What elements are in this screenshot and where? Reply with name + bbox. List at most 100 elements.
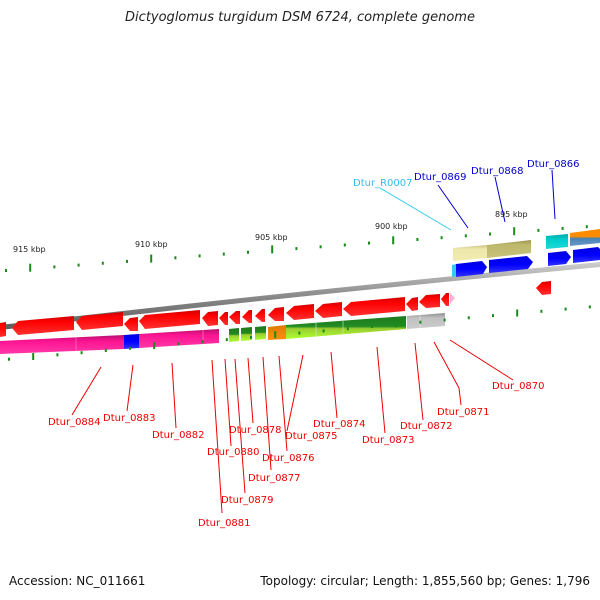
cog-bar-pink-2[interactable] [139, 329, 219, 348]
cog-bar-gray[interactable] [407, 313, 445, 329]
cds-reverse-Dtur_0871a[interactable] [406, 297, 418, 311]
leader-line [171, 362, 177, 429]
accession-label: Accession: NC_011661 [9, 574, 146, 588]
minor-tick [222, 252, 225, 256]
gene-label-Dtur_0868[interactable]: Dtur_0868 [471, 166, 524, 177]
gene-label-Dtur_0884[interactable]: Dtur_0884 [48, 417, 101, 428]
minor-tick [464, 234, 467, 238]
gene-label-Dtur_0866[interactable]: Dtur_0866 [527, 159, 580, 170]
gene-label-Dtur_0874[interactable]: Dtur_0874 [313, 419, 366, 430]
cds-forward-Dtur_0868[interactable] [489, 256, 533, 273]
gene-label-Dtur_0875[interactable]: Dtur_0875 [285, 431, 338, 442]
gene-label-Dtur_0870[interactable]: Dtur_0870 [492, 381, 545, 392]
cds-forward-Dtur_0867[interactable] [548, 251, 571, 266]
leader-line [278, 355, 288, 452]
inner-major-tick [516, 309, 519, 317]
cog-bar-green-2[interactable] [241, 327, 252, 341]
leader-line [414, 342, 424, 421]
inner-minor-tick [322, 329, 325, 333]
cog-bar-green-3[interactable] [255, 326, 266, 340]
gene-label-Dtur_0882[interactable]: Dtur_0882 [152, 430, 205, 441]
cog-bar-green-1[interactable] [229, 328, 239, 342]
cds-reverse-Dtur_0871b[interactable] [419, 294, 440, 308]
minor-tick [5, 269, 7, 272]
minor-tick [537, 228, 540, 232]
leader-line [211, 359, 223, 514]
cds-reverse-Dtur_0875[interactable] [268, 307, 284, 321]
gene-label-Dtur_0876[interactable]: Dtur_0876 [262, 453, 315, 464]
cds-reverse-Dtur_0877[interactable] [242, 310, 252, 323]
minor-tick [489, 232, 491, 236]
rna-feature-Dtur_R0007[interactable] [452, 264, 456, 277]
cds-reverse-Dtur_0872[interactable] [343, 297, 405, 316]
inner-minor-tick [346, 327, 349, 331]
cog-bar-khaki-light[interactable] [453, 245, 487, 261]
cds-reverse-Dtur_0882a[interactable] [76, 312, 123, 330]
inner-minor-tick [129, 346, 131, 350]
inner-minor-tick [298, 331, 301, 335]
inner-major-tick [395, 320, 398, 328]
cds-forward-Dtur_0869[interactable] [456, 261, 487, 277]
cds-reverse-Dtur_0873[interactable] [315, 302, 342, 318]
inner-minor-tick [177, 342, 180, 346]
gene-label-Dtur_0873[interactable]: Dtur_0873 [362, 435, 415, 446]
minor-tick [247, 250, 249, 254]
cds-reverse-Dtur_0880[interactable] [202, 311, 218, 326]
scale-label-895-kbp: 895 kbp [495, 210, 528, 219]
gene-label-Dtur_0878[interactable]: Dtur_0878 [229, 425, 282, 436]
gene-label-Dtur_0881[interactable]: Dtur_0881 [198, 518, 251, 529]
genome-summary: Topology: circular; Length: 1,855,560 bp… [260, 574, 590, 588]
cds-reverse-Dtur_0874[interactable] [286, 304, 314, 320]
reverse-gene-label-texts: Dtur_0884 Dtur_0883 Dtur_0882 Dtur_0881 … [48, 381, 545, 529]
minor-tick [368, 241, 370, 245]
major-tick [271, 245, 274, 254]
map-title: Dictyoglomus turgidum DSM 6724, complete… [125, 10, 475, 25]
gene-label-Dtur_0872[interactable]: Dtur_0872 [400, 421, 453, 432]
leader-line [379, 187, 452, 231]
cds-reverse-Dtur_0884[interactable] [0, 322, 6, 337]
minor-tick [440, 236, 443, 240]
cds-reverse-Dtur_0883[interactable] [12, 316, 74, 335]
leader-line [262, 356, 272, 471]
cds-forward-Dtur_0866[interactable] [573, 247, 600, 263]
cds-reverse-Dtur_0865[interactable] [536, 281, 551, 295]
cds-reverse-Dtur_0881[interactable] [139, 310, 200, 329]
gene-label-Dtur_0880[interactable]: Dtur_0880 [207, 447, 260, 458]
minor-tick [101, 261, 104, 265]
leader-line [234, 358, 246, 494]
cds-reverse-Dtur_0879[interactable] [219, 312, 228, 325]
forward-strand-features [452, 229, 600, 277]
gene-label-Dtur_0877[interactable]: Dtur_0877 [248, 473, 301, 484]
inner-minor-tick [8, 357, 10, 361]
minor-tick [174, 256, 177, 260]
leader-line [458, 387, 462, 406]
rna-reverse-feature[interactable] [450, 293, 455, 304]
cog-bar-green-4[interactable] [286, 316, 406, 339]
cds-reverse-Dtur_0878[interactable] [229, 311, 240, 324]
cds-reverse-Dtur_0870[interactable] [441, 293, 449, 306]
cog-bar-pink[interactable] [0, 335, 124, 354]
inner-minor-tick [371, 325, 373, 328]
cog-bar-teal[interactable] [546, 234, 568, 249]
minor-tick [319, 245, 322, 249]
leader-line [71, 366, 102, 416]
cds-reverse-Dtur_0882b[interactable] [124, 317, 138, 331]
gene-label-Dtur_0883[interactable]: Dtur_0883 [103, 413, 156, 424]
minor-tick [561, 227, 564, 230]
minor-tick [295, 247, 298, 251]
gene-label-Dtur_0871[interactable]: Dtur_0871 [437, 407, 490, 418]
leader-line [551, 169, 556, 220]
gene-label-Dtur_0869[interactable]: Dtur_0869 [414, 172, 467, 183]
cog-bar-blue[interactable] [124, 334, 139, 349]
cog-bar-orange-steel[interactable] [570, 229, 600, 246]
gene-label-Dtur_R0007[interactable]: Dtur_R0007 [353, 178, 412, 189]
gene-label-Dtur_0879[interactable]: Dtur_0879 [221, 495, 274, 506]
inner-minor-tick [201, 340, 204, 344]
major-tick [513, 227, 516, 236]
cog-bar-orange[interactable] [268, 325, 286, 340]
scale-label-905-kbp: 905 kbp [255, 233, 288, 242]
cog-bar-khaki[interactable] [487, 240, 531, 258]
inner-major-tick [32, 353, 35, 360]
cds-reverse-Dtur_0876[interactable] [255, 309, 265, 322]
